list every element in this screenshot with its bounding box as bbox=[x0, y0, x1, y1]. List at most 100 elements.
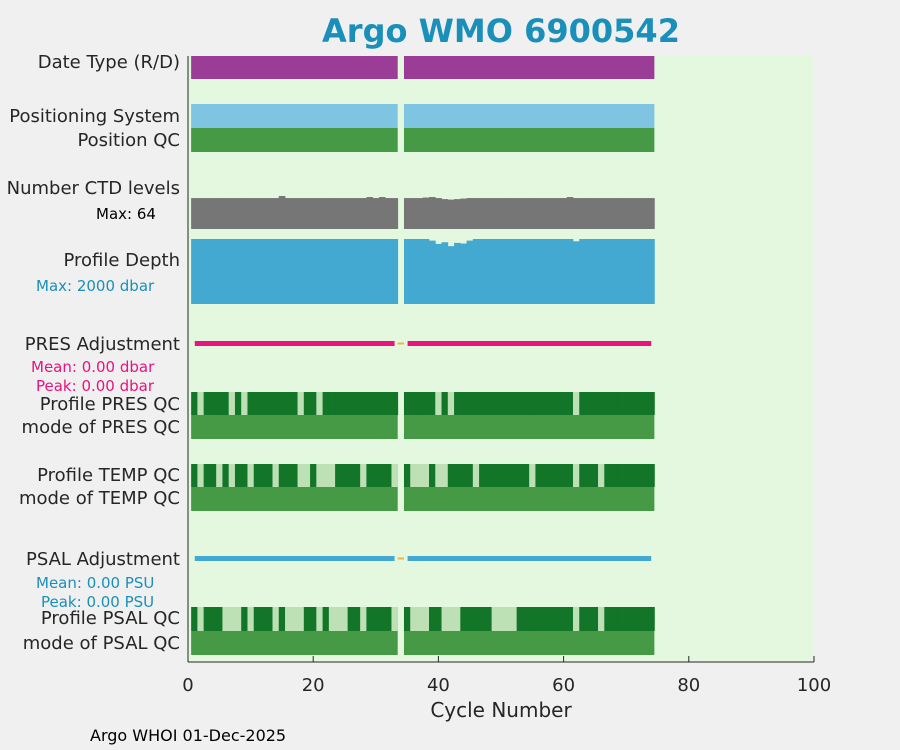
row-position-qc bbox=[191, 128, 655, 152]
ctd-levels-bar-49 bbox=[491, 198, 499, 229]
profile-psal-qc-cell-71 bbox=[629, 607, 636, 631]
ctd-levels-bar-56 bbox=[535, 198, 543, 229]
profile-psal-qc-cell-18 bbox=[297, 607, 305, 631]
profile-depth-bar-67 bbox=[604, 239, 611, 304]
x-tick-label-60: 60 bbox=[552, 675, 575, 696]
profile-psal-qc-cell-74 bbox=[648, 607, 655, 631]
profile-psal-qc-cell-59 bbox=[554, 607, 561, 631]
ctd-levels-bar-43 bbox=[454, 199, 461, 229]
profile-depth-bar-63 bbox=[579, 239, 586, 304]
profile-pres-qc-cell-54 bbox=[522, 392, 530, 415]
profile-temp-qc-cell-15 bbox=[278, 464, 286, 487]
profile-pres-qc-cell-1 bbox=[191, 392, 198, 415]
profile-depth-bar-73 bbox=[641, 239, 649, 304]
profile-psal-qc-cell-66 bbox=[598, 607, 605, 631]
ctd-levels-bar-61 bbox=[566, 197, 574, 229]
profile-depth-bar-37 bbox=[416, 239, 424, 304]
profile-temp-qc-cell-53 bbox=[516, 464, 524, 487]
ctd-levels-bar-57 bbox=[541, 198, 549, 229]
positioning-system-segment-0 bbox=[191, 104, 398, 128]
profile-temp-qc-cell-38 bbox=[422, 464, 430, 487]
ctd-levels-max: Max: 64 bbox=[96, 205, 156, 223]
ctd-levels-bar-9 bbox=[241, 198, 248, 229]
profile-pres-qc-cell-18 bbox=[297, 392, 305, 415]
profile-pres-qc-cell-23 bbox=[328, 392, 336, 415]
profile-temp-qc-cell-65 bbox=[591, 464, 599, 487]
profile-depth-bar-49 bbox=[491, 239, 499, 304]
profile-pres-qc-cell-39 bbox=[429, 392, 436, 415]
ctd-levels-bar-40 bbox=[435, 198, 442, 229]
profile-depth-bar-6 bbox=[222, 239, 230, 304]
row-positioning-system bbox=[191, 104, 655, 128]
profile-temp-qc-cell-49 bbox=[491, 464, 499, 487]
profile-temp-qc-cell-17 bbox=[291, 464, 298, 487]
ctd-levels-bar-67 bbox=[604, 198, 611, 229]
mode-temp-qc-segment-0 bbox=[191, 487, 398, 511]
profile-temp-qc-cell-50 bbox=[497, 464, 505, 487]
profile-psal-qc-cell-7 bbox=[228, 607, 236, 631]
profile-psal-qc-cell-35 bbox=[403, 607, 411, 631]
profile-temp-qc-cell-43 bbox=[454, 464, 461, 487]
profile-temp-qc-cell-26 bbox=[347, 464, 355, 487]
profile-psal-qc-cell-23 bbox=[328, 607, 336, 631]
row-mode-psal-qc bbox=[191, 631, 655, 655]
profile-pres-qc-cell-66 bbox=[598, 392, 605, 415]
label-profile-depth: Profile Depth bbox=[63, 250, 180, 271]
profile-psal-qc-cell-56 bbox=[535, 607, 543, 631]
profile-psal-qc-cell-20 bbox=[310, 607, 317, 631]
row-profile-pres-qc bbox=[191, 392, 655, 415]
ctd-levels-bar-17 bbox=[291, 198, 298, 229]
profile-psal-qc-cell-26 bbox=[347, 607, 355, 631]
profile-pres-qc-cell-63 bbox=[579, 392, 586, 415]
label-profile-psal-qc: Profile PSAL QC bbox=[40, 608, 180, 629]
ctd-levels-bar-35 bbox=[403, 198, 411, 229]
profile-temp-qc-cell-54 bbox=[522, 464, 530, 487]
profile-psal-qc-cell-12 bbox=[259, 607, 267, 631]
profile-depth-bar-40 bbox=[435, 243, 442, 304]
profile-depth-bar-2 bbox=[197, 239, 205, 304]
profile-temp-qc-cell-18 bbox=[297, 464, 305, 487]
ctd-levels-bar-1 bbox=[191, 198, 198, 229]
ctd-levels-bar-73 bbox=[641, 198, 649, 229]
profile-pres-qc-cell-31 bbox=[378, 392, 386, 415]
profile-temp-qc-cell-42 bbox=[447, 464, 455, 487]
ctd-levels-bar-36 bbox=[410, 198, 417, 229]
profile-pres-qc-cell-4 bbox=[209, 392, 217, 415]
profile-pres-qc-cell-44 bbox=[460, 392, 467, 415]
ctd-levels-bar-41 bbox=[441, 199, 449, 229]
profile-temp-qc-cell-1 bbox=[191, 464, 198, 487]
ctd-levels-bar-71 bbox=[629, 198, 636, 229]
profile-depth-bar-12 bbox=[259, 239, 267, 304]
profile-psal-qc-cell-52 bbox=[510, 607, 518, 631]
ctd-levels-bar-62 bbox=[572, 198, 580, 229]
x-tick-label-100: 100 bbox=[797, 675, 831, 696]
profile-pres-qc-cell-60 bbox=[560, 392, 568, 415]
pres-adjustment-peak: Peak: 0.00 dbar bbox=[36, 377, 155, 395]
ctd-levels-bar-70 bbox=[623, 198, 630, 229]
profile-psal-qc-cell-43 bbox=[454, 607, 461, 631]
ctd-levels-bar-64 bbox=[585, 198, 593, 229]
profile-depth-bar-22 bbox=[322, 239, 330, 304]
profile-psal-qc-cell-63 bbox=[579, 607, 586, 631]
ctd-levels-bar-72 bbox=[635, 198, 643, 229]
profile-pres-qc-cell-51 bbox=[504, 392, 511, 415]
profile-depth-bar-59 bbox=[554, 239, 561, 304]
ctd-levels-bar-18 bbox=[297, 198, 305, 229]
profile-pres-qc-cell-25 bbox=[341, 392, 349, 415]
mode-temp-qc-segment-1 bbox=[403, 487, 655, 511]
profile-temp-qc-cell-51 bbox=[504, 464, 511, 487]
ctd-levels-bar-26 bbox=[347, 198, 355, 229]
profile-temp-qc-cell-30 bbox=[372, 464, 380, 487]
profile-psal-qc-cell-37 bbox=[416, 607, 424, 631]
position-qc-segment-1 bbox=[403, 128, 655, 152]
profile-depth-bar-68 bbox=[610, 239, 618, 304]
profile-temp-qc-cell-3 bbox=[203, 464, 211, 487]
profile-psal-qc-cell-3 bbox=[203, 607, 211, 631]
profile-psal-qc-cell-33 bbox=[391, 607, 399, 631]
ctd-levels-bar-63 bbox=[579, 198, 586, 229]
profile-temp-qc-cell-47 bbox=[479, 464, 486, 487]
profile-pres-qc-cell-19 bbox=[303, 392, 311, 415]
page-title: Argo WMO 6900542 bbox=[322, 12, 680, 50]
profile-pres-qc-cell-46 bbox=[472, 392, 480, 415]
